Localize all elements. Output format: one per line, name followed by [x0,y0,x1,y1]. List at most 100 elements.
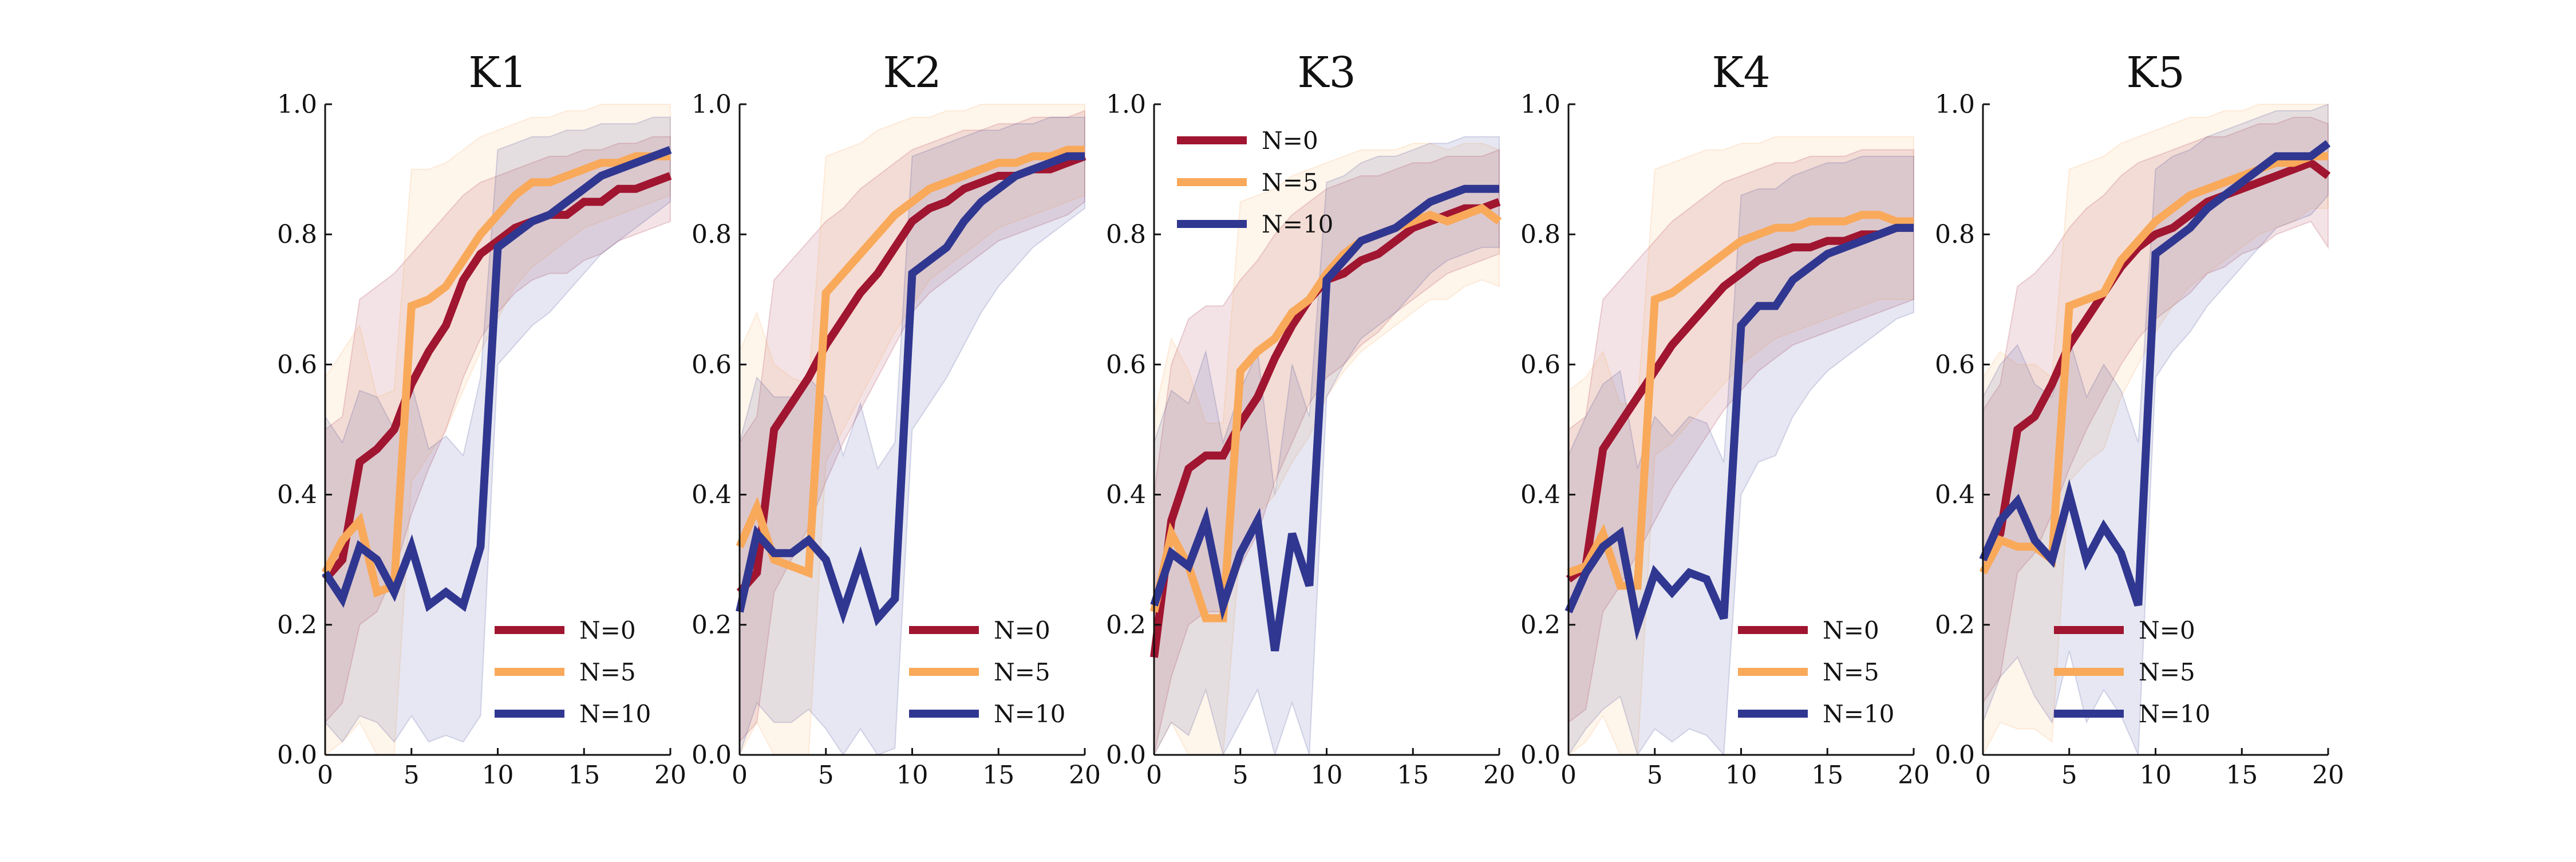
x-tick-label: 0 [317,761,333,790]
x-tick-label: 0 [1975,761,1991,790]
legend-label: N=0 [2139,616,2195,644]
y-tick-label: 0.2 [277,611,317,640]
x-tick-label: 5 [2061,761,2077,790]
band-n10 [1568,155,1914,757]
y-tick-label: 0.8 [692,220,732,249]
band-n5 [1982,104,2329,755]
y-tick-label: 0.6 [1935,350,1975,379]
legend: N=0 N=5 N=10 [1177,127,1333,238]
panel-title: K1 [468,48,527,97]
panel-k1: 0.0 0.2 0.4 0.6 0.8 1.0 0 5 10 15 20 K1 N=0 N=5 N=10 [277,48,686,790]
panel-title: K3 [1297,48,1356,97]
series-line-n0 [1566,223,1914,582]
x-tick-label: 10 [1311,761,1343,790]
legend: N=0 N=5 N=10 [495,616,651,728]
x-tick-label: 10 [482,761,514,790]
legend-label: N=10 [579,700,651,728]
x-tick-label: 20 [1898,761,1930,790]
band-n5 [739,104,1085,755]
y-tick-label: 0.0 [692,741,732,770]
y-tick-label: 0.0 [1520,741,1560,770]
panel-title: K2 [883,48,941,97]
legend-label: N=5 [2139,658,2195,686]
y-tick-label: 0.2 [1106,611,1146,640]
legend: N=0 N=5 N=10 [909,616,1065,728]
series-line-n0 [322,172,672,582]
series-line-n10 [736,152,1085,627]
y-tick-label: 0.6 [1520,350,1560,379]
legend-label: N=0 [1823,616,1879,644]
series-line-n5 [736,145,1085,578]
x-tick-label: 15 [568,761,600,790]
legend-label: N=0 [579,616,636,644]
x-tick-label: 20 [654,761,686,790]
band-n5 [325,104,671,757]
x-tick-label: 10 [896,761,929,790]
series-line-n10 [322,145,672,612]
legend: N=0 N=5 N=10 [2054,616,2210,728]
panel-k2: 0.0 0.2 0.4 0.6 0.8 1.0 0 5 10 15 20 K2 N=0 N=5 N=10 [692,48,1101,790]
legend: N=0 N=5 N=10 [1738,616,1894,728]
y-tick-label: 0.0 [1935,741,1975,770]
x-tick-label: 5 [404,761,420,790]
y-tick-label: 0.2 [1935,611,1975,640]
x-tick-label: 15 [1397,761,1429,790]
legend-label: N=10 [1262,210,1333,238]
legend-label: N=10 [2139,700,2210,728]
y-tick-label: 1.0 [277,90,317,119]
y-tick-label: 0.8 [277,220,317,249]
y-tick-label: 0.4 [692,481,732,510]
band-n0 [325,136,671,724]
y-tick-label: 0.8 [1935,220,1975,249]
x-tick-label: 15 [1811,761,1843,790]
legend-label: N=5 [1823,658,1879,686]
y-tick-label: 1.0 [692,90,732,119]
series-line-n10 [1150,184,1499,652]
y-tick-label: 0.6 [1106,350,1146,379]
x-tick-label: 20 [2312,761,2344,790]
x-tick-label: 5 [1232,761,1249,790]
y-tick-label: 0.0 [1106,741,1146,770]
legend-label: N=5 [994,658,1050,686]
panel-k5: 0.0 0.2 0.4 0.6 0.8 1.0 0 5 10 15 20 K5 N=0 N=5 N=10 [1935,48,2344,790]
y-tick-label: 1.0 [1106,90,1146,119]
y-tick-label: 1.0 [1935,90,1975,119]
y-tick-label: 0.4 [1935,481,1975,510]
panel-k4: 0.0 0.2 0.4 0.6 0.8 1.0 0 5 10 15 20 K4 N=0 N=5 N=10 [1520,48,1930,790]
legend-label: N=0 [994,616,1050,644]
x-tick-label: 0 [732,761,748,790]
y-tick-label: 0.8 [1106,220,1146,249]
series-line-n5 [1567,211,1914,590]
band-n0 [739,109,1085,743]
x-tick-label: 20 [1483,761,1515,790]
band-n10 [1982,103,2329,755]
series-line-n10 [1979,140,2331,607]
y-tick-label: 0.0 [277,741,317,770]
series-line-n5 [321,152,670,598]
y-tick-label: 0.6 [277,350,317,379]
band-n10 [1153,136,1500,757]
band-n0 [1568,149,1914,724]
series-line-n0 [1980,158,2331,562]
panel-k3: 0.0 0.2 0.4 0.6 0.8 1.0 0 5 10 15 20 K3 N=0 N=5 N=10 [1106,48,1515,790]
band-n5 [1568,136,1914,757]
panel-title: K4 [1712,48,1770,97]
x-tick-label: 0 [1560,761,1577,790]
band-n0 [1982,116,2329,705]
legend-label: N=10 [994,700,1065,728]
x-tick-label: 10 [1725,761,1757,790]
x-tick-label: 20 [1069,761,1101,790]
x-tick-label: 5 [1647,761,1663,790]
x-tick-label: 15 [982,761,1014,790]
x-tick-label: 5 [818,761,834,790]
y-tick-label: 1.0 [1520,90,1560,119]
y-tick-label: 0.2 [1520,611,1560,640]
y-tick-label: 0.4 [1520,481,1560,510]
legend-label: N=5 [1262,168,1318,196]
series-line-n10 [1564,223,1914,641]
y-tick-label: 0.4 [1106,481,1146,510]
panel-title: K5 [2126,48,2184,97]
legend-label: N=10 [1823,700,1894,728]
